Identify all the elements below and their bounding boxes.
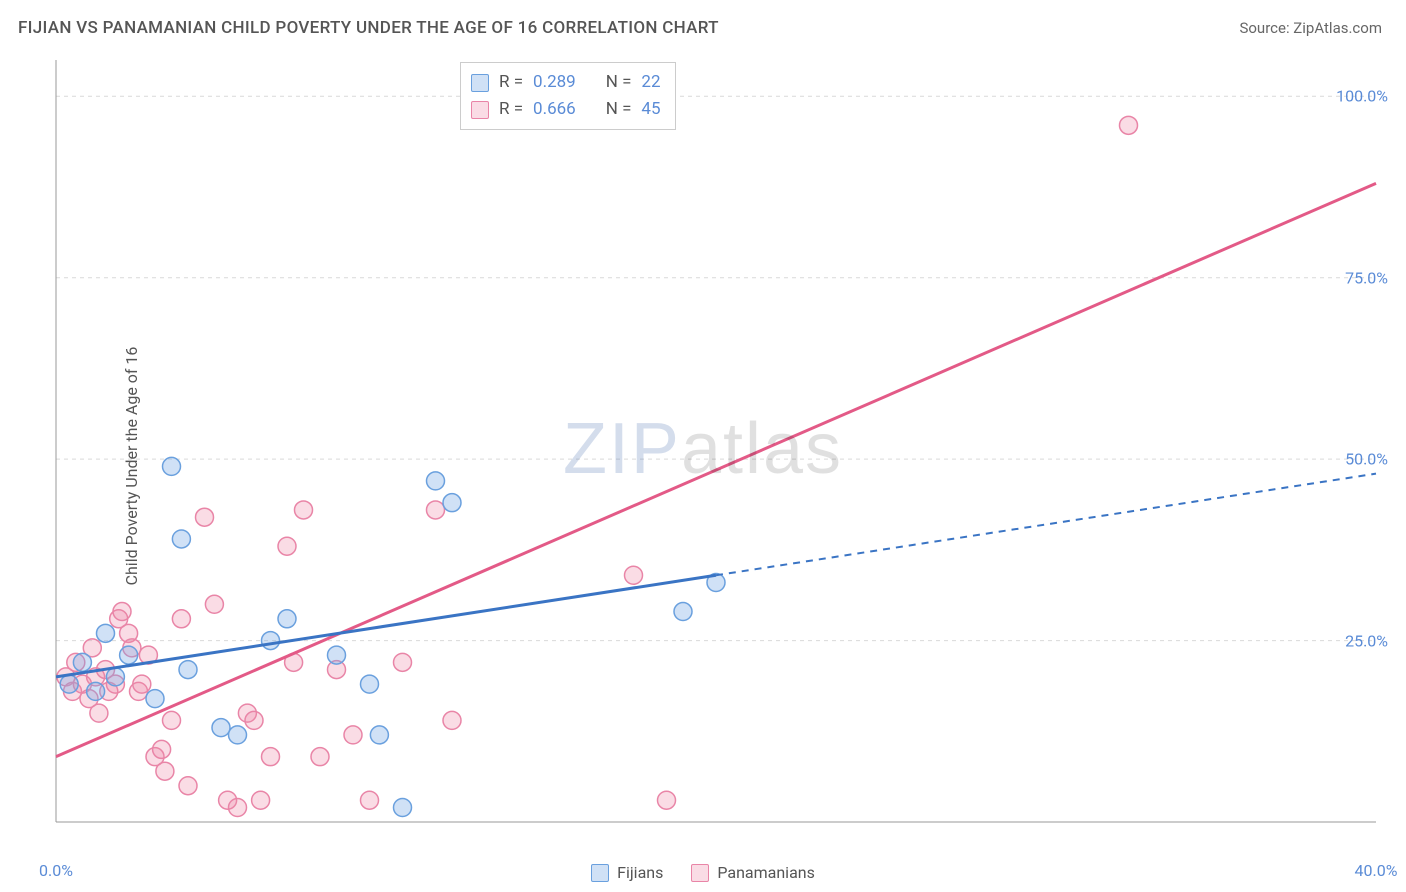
legend-swatch <box>591 864 609 882</box>
legend-label: Panamanians <box>717 863 815 882</box>
y-axis-label: Child Poverty Under the Age of 16 <box>122 347 141 586</box>
y-tick-label: 100.0% <box>1336 87 1388 106</box>
chart-title: FIJIAN VS PANAMANIAN CHILD POVERTY UNDER… <box>18 18 719 38</box>
legend-item: Fijians <box>591 863 663 882</box>
y-tick-label: 25.0% <box>1345 631 1388 650</box>
legend-swatch <box>471 101 489 119</box>
legend-item: Panamanians <box>691 863 815 882</box>
stats-r-label: R = <box>499 96 523 123</box>
stats-n-label: N = <box>606 69 632 96</box>
stats-row: R = 0.666 N = 45 <box>471 96 661 123</box>
chart-area: Child Poverty Under the Age of 16 ZIPatl… <box>0 46 1406 886</box>
legend-swatch <box>471 74 489 92</box>
stats-r-label: R = <box>499 69 523 96</box>
y-tick-label: 75.0% <box>1345 268 1388 287</box>
chart-header: FIJIAN VS PANAMANIAN CHILD POVERTY UNDER… <box>0 0 1406 46</box>
legend-label: Fijians <box>617 863 663 882</box>
stats-r-value: 0.666 <box>533 96 576 123</box>
stats-n-value: 22 <box>641 69 660 96</box>
legend-swatch <box>691 864 709 882</box>
legend-bottom: Fijians Panamanians <box>0 863 1406 882</box>
y-tick-label: 50.0% <box>1345 450 1388 469</box>
stats-row: R = 0.289 N = 22 <box>471 69 661 96</box>
chart-source: Source: ZipAtlas.com <box>1239 19 1382 37</box>
stats-n-label: N = <box>606 96 632 123</box>
scatter-chart <box>0 46 1406 866</box>
stats-r-value: 0.289 <box>533 69 576 96</box>
stats-legend-box: R = 0.289 N = 22 R = 0.666 N = 45 <box>460 62 676 130</box>
stats-n-value: 45 <box>641 96 660 123</box>
